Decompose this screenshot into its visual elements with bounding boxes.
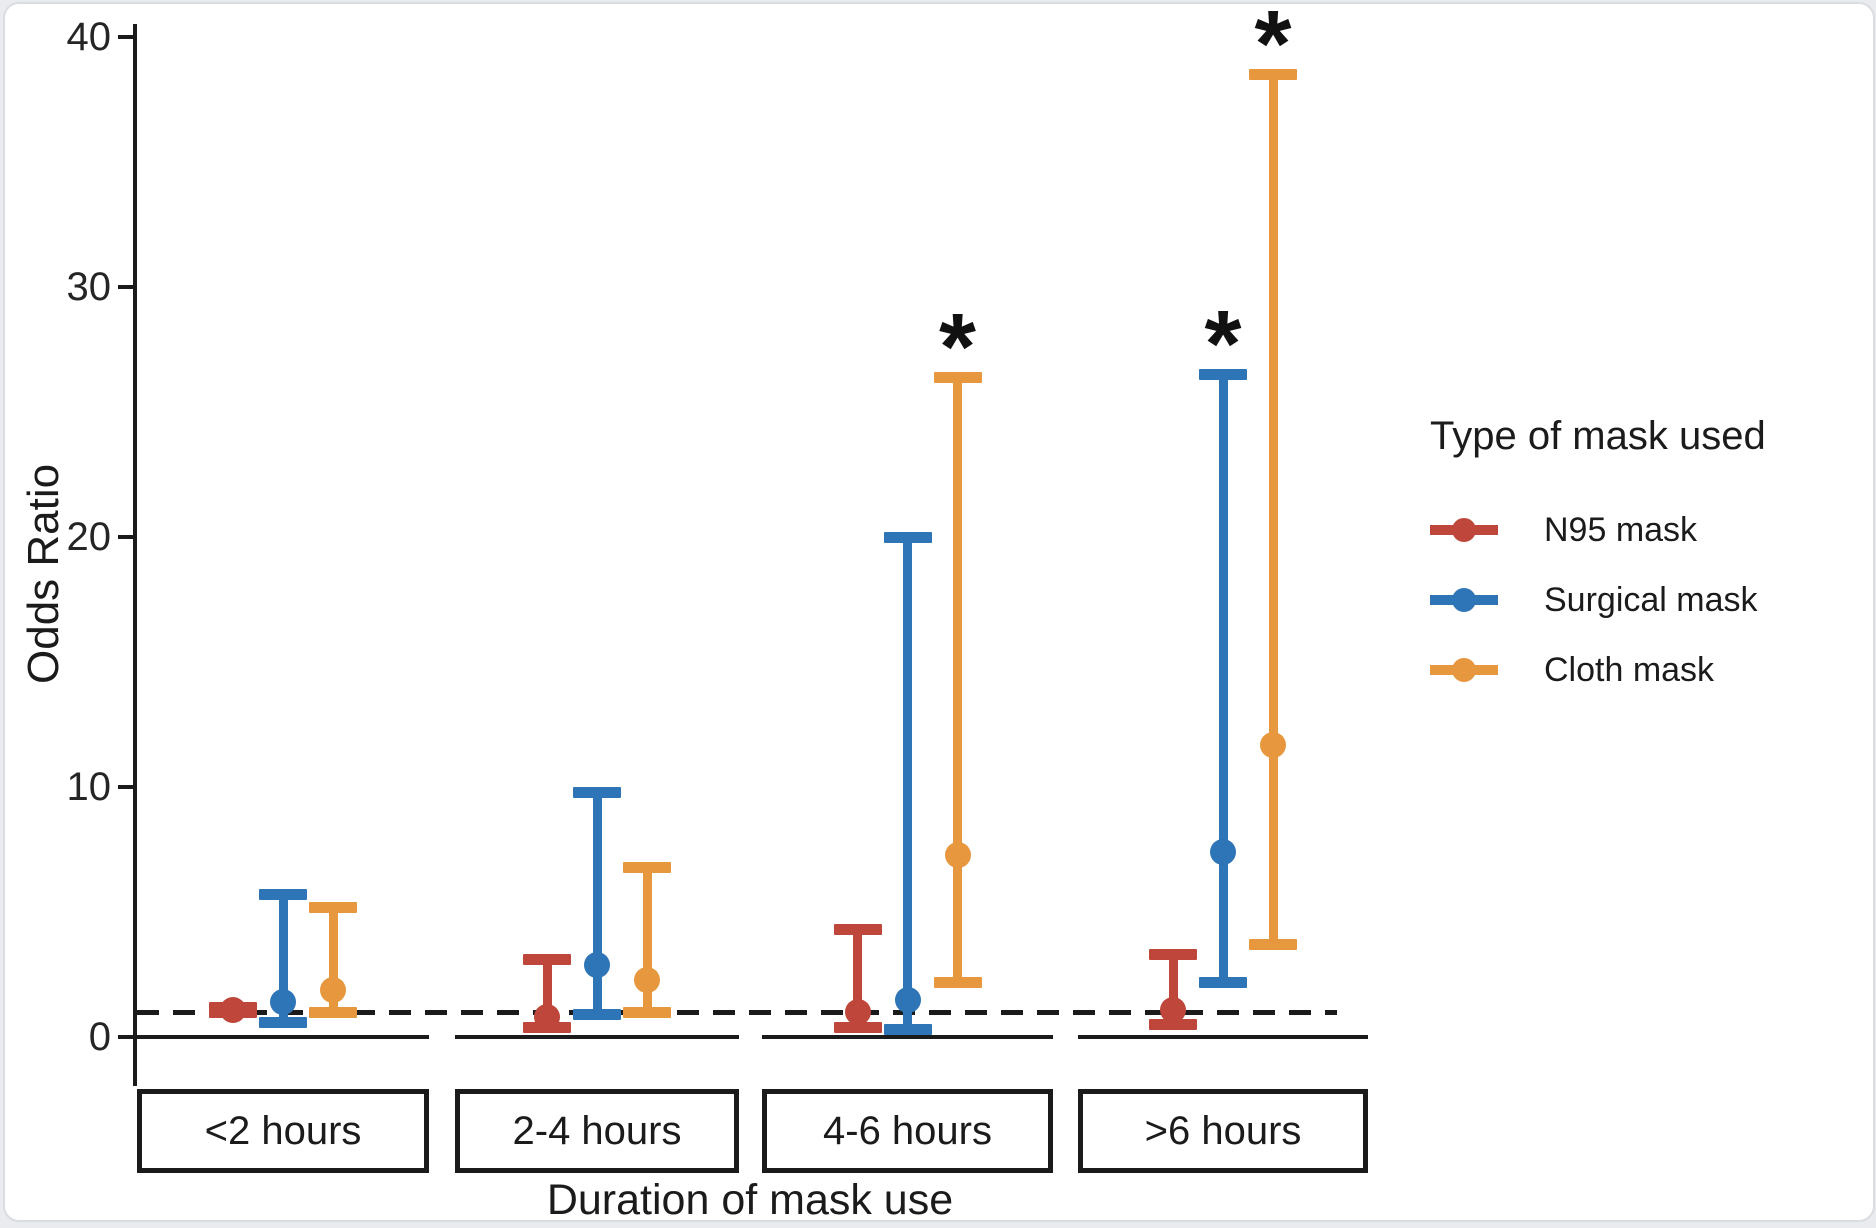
ci-cap-bottom-surgical-<2-hours: [259, 1016, 307, 1028]
point-estimate-surgical->6-hours: [1210, 839, 1236, 865]
ci-line-n95-4-6-hours: [853, 927, 862, 1030]
ci-line-surgical->6-hours: [1218, 372, 1228, 985]
figure-card: Odds Ratio Duration of mask use 0 10 20 30 4…: [3, 2, 1875, 1222]
surgical-pointrange-icon: [1430, 587, 1498, 613]
facet-label-box: 4-6 hours: [762, 1089, 1053, 1173]
x-baseline-4: [1078, 1035, 1368, 1039]
ci-cap-top-surgical-<2-hours: [259, 889, 307, 900]
ci-cap-bottom-n95->6-hours: [1149, 1019, 1197, 1030]
ci-cap-top-n95-4-6-hours: [833, 924, 882, 935]
point-estimate-surgical-4-6-hours: [894, 986, 921, 1013]
x-axis-title: Duration of mask use: [546, 1176, 954, 1222]
y-axis-line: [133, 24, 137, 1086]
point-estimate-n95->6-hours: [1160, 996, 1186, 1023]
ci-cap-bottom-cloth-<2-hours: [309, 1006, 357, 1018]
point-estimate-cloth-2-4-hours: [634, 966, 660, 993]
ci-cap-bottom-surgical-4-6-hours: [883, 1024, 932, 1035]
ci-cap-top-n95-2-4-hours: [523, 954, 571, 965]
y-tick-label: 40: [66, 15, 112, 59]
significance-asterisk-cloth-4-6-hours: *: [939, 293, 976, 400]
ci-cap-bottom-surgical-2-4-hours: [573, 1009, 621, 1020]
ci-cap-bottom-cloth->6-hours: [1249, 939, 1297, 950]
legend-item-surgical: Surgical mask: [1430, 565, 1870, 635]
odds-ratio-forest-plot: Odds Ratio Duration of mask use 0 10 20 30 4…: [5, 4, 1873, 1220]
legend: Type of mask used N95 mask Surgical mask…: [1430, 414, 1870, 705]
legend-item-label: N95 mask: [1544, 510, 1698, 549]
significance-asterisk-cloth->6-hours: *: [1254, 2, 1292, 97]
facet-label-box: <2 hours: [137, 1089, 429, 1173]
y-axis-tick: [118, 35, 133, 39]
ci-cap-top-n95->6-hours: [1149, 949, 1197, 960]
point-estimate-surgical-2-4-hours: [584, 951, 610, 978]
y-tick-label: 20: [66, 515, 112, 559]
ci-line-cloth-2-4-hours: [642, 864, 652, 1015]
ci-line-cloth-4-6-hours: [953, 374, 962, 985]
point-estimate-n95-<2-hours: [220, 996, 246, 1023]
y-axis-tick: [118, 535, 133, 539]
legend-item-n95: N95 mask: [1430, 495, 1870, 565]
ci-cap-top-cloth-4-6-hours: [933, 371, 982, 383]
y-axis-tick: [118, 285, 133, 289]
point-estimate-cloth-<2-hours: [320, 976, 346, 1003]
y-axis-title: Odds Ratio: [19, 463, 68, 684]
facet-label-box: 2-4 hours: [455, 1089, 739, 1173]
point-estimate-cloth->6-hours: [1260, 731, 1286, 758]
significance-asterisk-surgical->6-hours: *: [1204, 291, 1242, 397]
n95-pointrange-icon: [1430, 517, 1498, 543]
ci-line-surgical-<2-hours: [278, 892, 288, 1025]
x-baseline-3: [762, 1035, 1053, 1039]
point-estimate-surgical-<2-hours: [270, 989, 296, 1015]
x-baseline-2: [455, 1035, 739, 1039]
ci-cap-bottom-surgical->6-hours: [1199, 976, 1247, 988]
ci-cap-top-surgical-4-6-hours: [883, 531, 932, 543]
ci-cap-top-surgical->6-hours: [1199, 369, 1247, 380]
ci-cap-top-cloth-2-4-hours: [623, 861, 671, 873]
point-estimate-n95-4-6-hours: [844, 999, 871, 1025]
ci-cap-bottom-cloth-2-4-hours: [623, 1006, 671, 1018]
y-tick-label: 0: [88, 1015, 111, 1059]
x-baseline-1: [137, 1035, 429, 1039]
legend-item-label: Surgical mask: [1544, 580, 1758, 619]
legend-item-label: Cloth mask: [1544, 650, 1715, 689]
legend-item-cloth: Cloth mask: [1430, 635, 1870, 705]
point-estimate-cloth-4-6-hours: [944, 841, 971, 868]
ci-line-surgical-2-4-hours: [592, 789, 602, 1017]
ci-cap-bottom-n95-4-6-hours: [833, 1021, 882, 1033]
ci-cap-top-cloth-<2-hours: [309, 901, 357, 913]
cloth-pointrange-icon: [1430, 657, 1498, 683]
ci-cap-bottom-cloth-4-6-hours: [933, 976, 982, 988]
ci-line-cloth->6-hours: [1268, 72, 1278, 947]
ci-cap-top-cloth->6-hours: [1249, 69, 1297, 80]
facet-label-box: >6 hours: [1078, 1089, 1368, 1173]
legend-title: Type of mask used: [1430, 414, 1766, 458]
ci-line-surgical-4-6-hours: [903, 534, 912, 1032]
ci-line-cloth-<2-hours: [328, 904, 338, 1015]
reference-line-or-1: [137, 1010, 1337, 1015]
point-estimate-n95-2-4-hours: [534, 1004, 560, 1030]
y-axis-tick: [118, 1035, 133, 1039]
ci-cap-top-surgical-2-4-hours: [573, 786, 621, 798]
ci-line-n95->6-hours: [1168, 952, 1178, 1027]
y-tick-label: 10: [66, 765, 112, 809]
y-axis-tick: [118, 785, 133, 789]
y-tick-label: 30: [66, 265, 112, 309]
ci-line-n95-2-4-hours: [542, 957, 552, 1030]
